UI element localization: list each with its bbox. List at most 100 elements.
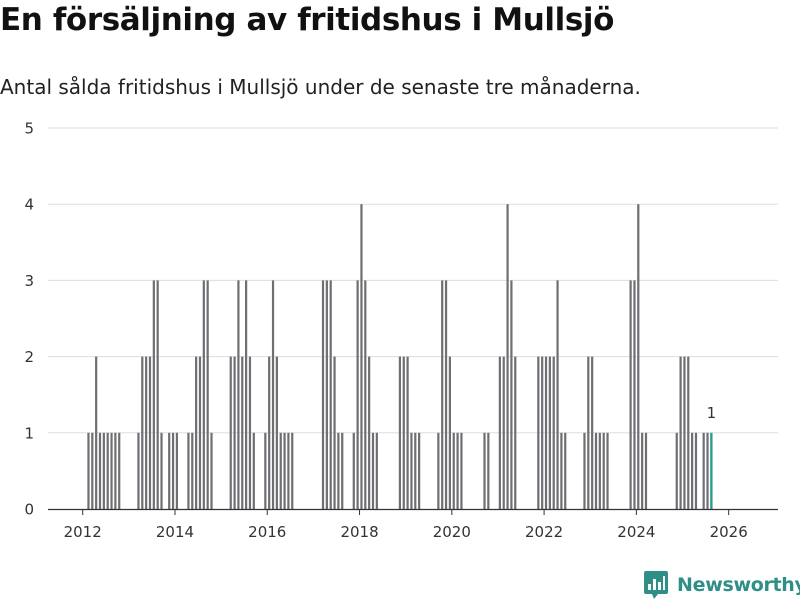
bar (352, 432, 355, 509)
bar (264, 432, 267, 509)
bar (321, 280, 325, 509)
bar (552, 356, 555, 509)
bar (95, 356, 98, 509)
brand-name: Newsworthy (677, 574, 800, 596)
bar (371, 432, 375, 509)
y-tick-label: 2 (24, 348, 34, 366)
bar (641, 432, 644, 509)
bar (206, 280, 209, 509)
bar (498, 356, 501, 509)
bar (633, 280, 636, 509)
bar (245, 280, 248, 509)
bar (514, 356, 517, 509)
bar (268, 356, 271, 509)
bar (325, 280, 328, 509)
bar (544, 356, 548, 509)
bars (87, 204, 713, 509)
chart-title: En försäljning av fritidshus i Mullsjö (0, 2, 615, 38)
bar (287, 432, 290, 509)
bar (195, 356, 198, 509)
bar (148, 356, 152, 509)
bar (106, 432, 109, 509)
bar (691, 432, 694, 509)
bar (679, 356, 682, 509)
bar (237, 280, 240, 509)
bar (629, 280, 632, 509)
bar (706, 432, 709, 509)
bar (368, 356, 371, 509)
bar (414, 432, 417, 509)
bar (271, 280, 275, 509)
bar (452, 432, 455, 509)
bar (187, 432, 190, 509)
bar-latest (710, 432, 713, 509)
bar (291, 432, 294, 509)
newsworthy-logo: Newsworthy (643, 570, 800, 600)
bar (337, 432, 340, 509)
bar (506, 204, 509, 509)
bar (98, 432, 102, 509)
bar (198, 356, 202, 509)
bar (398, 356, 402, 509)
bar (598, 432, 601, 509)
chart-subtitle: Antal sålda fritidshus i Mullsjö under d… (0, 75, 641, 99)
bar (406, 356, 409, 509)
bar (137, 432, 140, 509)
bar (175, 432, 178, 509)
bar (418, 432, 421, 509)
y-axis-labels: 0 1 2 3 4 5 (24, 120, 34, 519)
bar (487, 432, 490, 509)
bar (583, 432, 586, 509)
bar (683, 356, 686, 509)
bar (283, 432, 286, 509)
bar (152, 280, 155, 509)
bar (229, 356, 232, 509)
bar (606, 432, 609, 509)
bar (644, 432, 648, 509)
bar (402, 356, 405, 509)
bar (456, 432, 459, 509)
y-tick-label: 5 (24, 120, 34, 138)
x-tick-label: 2014 (156, 523, 194, 541)
bar (210, 432, 213, 509)
bar (483, 432, 486, 509)
bar (410, 432, 413, 509)
bar (364, 280, 367, 509)
bar (548, 356, 551, 509)
bar (114, 432, 117, 509)
bar (637, 204, 640, 509)
bar (233, 356, 236, 509)
bar (375, 432, 378, 509)
bar (556, 280, 559, 509)
bar (460, 432, 463, 509)
y-tick-label: 1 (24, 424, 34, 442)
bar (356, 280, 359, 509)
bar (594, 432, 598, 509)
last-value-label: 1 (707, 404, 717, 422)
bar (171, 432, 175, 509)
bar (591, 356, 594, 509)
bar (141, 356, 144, 509)
bar (102, 432, 105, 509)
x-tick-label: 2026 (710, 523, 748, 541)
x-tick-label: 2022 (525, 523, 563, 541)
bar (602, 432, 605, 509)
bar (694, 432, 698, 509)
bar (564, 432, 567, 509)
bar (248, 356, 252, 509)
bar (160, 432, 163, 509)
bar (333, 356, 336, 509)
bar (510, 280, 513, 509)
bar (444, 280, 448, 509)
x-tick-label: 2016 (248, 523, 286, 541)
bar (87, 432, 90, 509)
bar (448, 356, 451, 509)
bar (587, 356, 590, 509)
bar (329, 280, 332, 509)
bar (675, 432, 678, 509)
y-tick-label: 3 (24, 272, 34, 290)
bar (252, 432, 255, 509)
bar (437, 432, 440, 509)
x-axis-labels: 2012 2014 2016 2018 2020 2022 2024 2026 (64, 509, 748, 541)
